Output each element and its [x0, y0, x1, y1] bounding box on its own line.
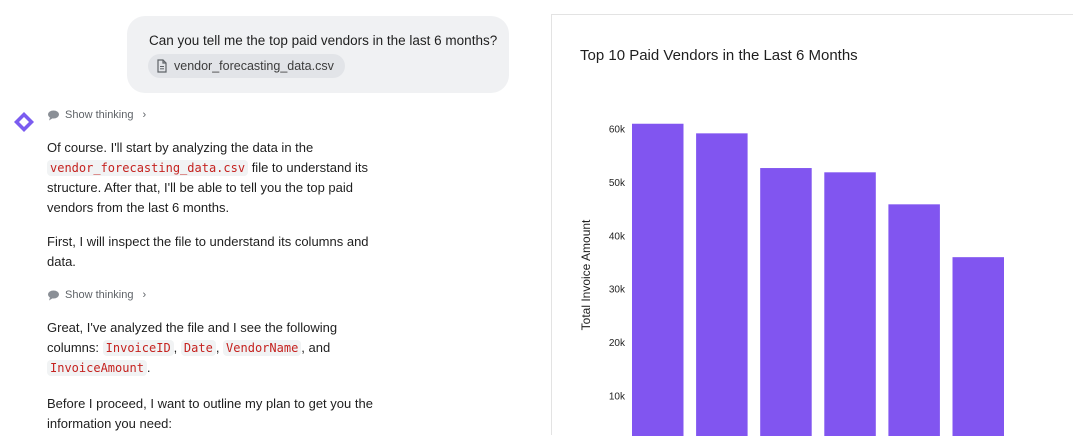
- p3-text-after: .: [146, 360, 151, 375]
- bar: [696, 133, 748, 436]
- bar: [952, 257, 1004, 436]
- bar: [888, 204, 940, 436]
- y-tick-label: 30k: [609, 285, 626, 296]
- y-tick-label: 50k: [609, 178, 626, 189]
- user-message-bubble: Can you tell me the top paid vendors in …: [127, 16, 509, 93]
- bar-chart: Total Invoice Amount 10k 20k 30k 40k 50k 60k: [579, 123, 1004, 436]
- inline-code-column: InvoiceAmount: [47, 360, 147, 376]
- chevron-right-icon: ›: [142, 289, 147, 301]
- y-axis-ticks: 10k 20k 30k 40k 50k 60k: [609, 125, 626, 403]
- y-axis-label: Total Invoice Amount: [579, 219, 593, 330]
- attachment-chip[interactable]: vendor_forecasting_data.csv: [148, 54, 345, 78]
- inline-code-column: VendorName: [223, 340, 302, 356]
- user-message-text: Can you tell me the top paid vendors in …: [149, 33, 498, 48]
- chart-title: Top 10 Paid Vendors in the Last 6 Months: [580, 47, 858, 64]
- attachment-name: vendor_forecasting_data.csv: [174, 59, 334, 73]
- thought-bubble-icon: [48, 110, 59, 120]
- p3-sep: ,: [173, 340, 181, 355]
- show-thinking-label: Show thinking: [65, 289, 134, 301]
- p1-text: Of course. I'll start by analyzing the d…: [47, 140, 314, 155]
- p3-text: Great, I've analyzed the file and I see …: [47, 320, 338, 355]
- response-paragraph-2: First, I will inspect the file to unders…: [47, 234, 369, 269]
- y-tick-label: 10k: [609, 391, 626, 402]
- chart-panel: Top 10 Paid Vendors in the Last 6 Months…: [551, 14, 1073, 436]
- inline-code-column: Date: [180, 340, 216, 356]
- bars: [632, 123, 1004, 436]
- p3-sep: ,: [215, 340, 224, 355]
- y-tick-label: 20k: [609, 338, 626, 349]
- bar: [760, 168, 812, 436]
- gemini-star-icon: [14, 112, 34, 132]
- response-paragraph-4: Before I proceed, I want to outline my p…: [47, 396, 373, 431]
- bar: [632, 123, 684, 436]
- document-icon: [157, 59, 167, 73]
- show-thinking-label: Show thinking: [65, 109, 134, 121]
- bar: [824, 172, 876, 436]
- y-tick-label: 40k: [609, 231, 626, 242]
- response-paragraph-3: Great, I've analyzed the file and I see …: [47, 318, 392, 378]
- thought-bubble-icon: [48, 290, 59, 300]
- show-thinking-toggle[interactable]: Show thinking ›: [47, 109, 146, 121]
- show-thinking-toggle-2[interactable]: Show thinking ›: [47, 289, 146, 301]
- p1-text-after: file to understand its structure. After …: [47, 160, 369, 215]
- y-tick-label: 60k: [609, 125, 626, 136]
- inline-code-filename: vendor_forecasting_data.csv: [47, 160, 249, 176]
- inline-code-column: InvoiceID: [102, 340, 174, 356]
- response-paragraph-1: Of course. I'll start by analyzing the d…: [47, 138, 392, 218]
- p3-sep: , and: [301, 340, 331, 355]
- chevron-right-icon: ›: [142, 109, 147, 121]
